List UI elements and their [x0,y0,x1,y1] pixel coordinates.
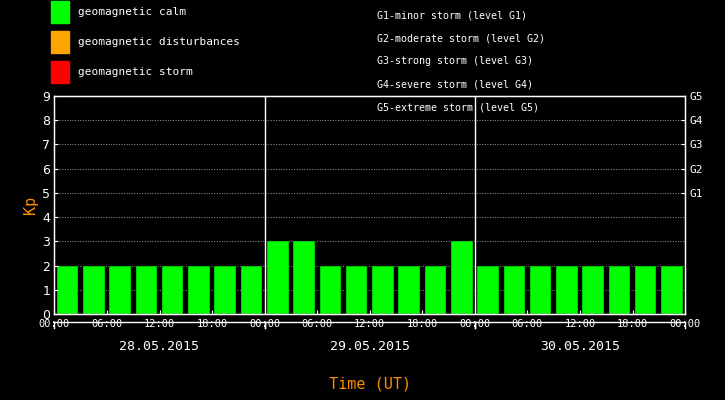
Bar [162,266,183,314]
Bar [609,266,630,314]
Text: 29.05.2015: 29.05.2015 [330,340,410,352]
Bar [320,266,341,314]
Bar [451,241,473,314]
Y-axis label: Kp: Kp [23,196,38,214]
Bar [188,266,210,314]
Text: G1-minor storm (level G1): G1-minor storm (level G1) [377,10,527,20]
Text: geomagnetic disturbances: geomagnetic disturbances [78,37,239,47]
Text: Time (UT): Time (UT) [328,376,411,392]
Text: geomagnetic calm: geomagnetic calm [78,7,186,17]
Bar [372,266,394,314]
Bar [399,266,420,314]
Bar [83,266,104,314]
Bar [346,266,368,314]
Bar [425,266,446,314]
Bar [215,266,236,314]
Text: 28.05.2015: 28.05.2015 [120,340,199,352]
Bar [635,266,656,314]
Bar [241,266,262,314]
Bar [504,266,525,314]
Bar [556,266,578,314]
Bar [109,266,130,314]
Bar [582,266,604,314]
Text: G4-severe storm (level G4): G4-severe storm (level G4) [377,80,533,90]
Text: geomagnetic storm: geomagnetic storm [78,67,192,77]
Text: 30.05.2015: 30.05.2015 [540,340,620,352]
Bar [57,266,78,314]
Bar [661,266,683,314]
Text: G2-moderate storm (level G2): G2-moderate storm (level G2) [377,33,545,43]
Text: G5-extreme storm (level G5): G5-extreme storm (level G5) [377,103,539,113]
Bar [530,266,551,314]
Text: G3-strong storm (level G3): G3-strong storm (level G3) [377,56,533,66]
Bar [294,241,315,314]
Bar [136,266,157,314]
Bar [477,266,499,314]
Bar [267,241,289,314]
